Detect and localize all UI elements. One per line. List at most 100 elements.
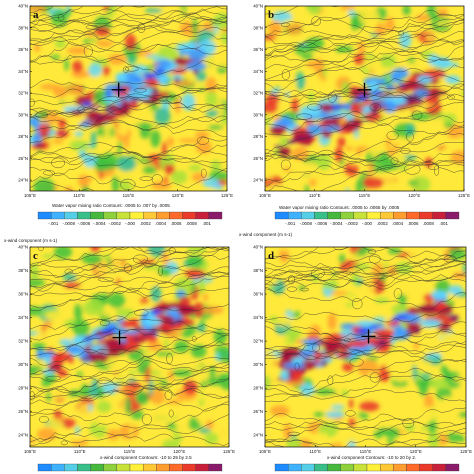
field-blob: [166, 136, 175, 147]
contour-ring: [45, 375, 62, 381]
contour-line: [265, 407, 466, 428]
field-blob: [148, 378, 154, 397]
field-blob: [98, 135, 113, 140]
contour-line: [30, 303, 229, 330]
band-blob: [86, 109, 100, 122]
contour-line: [265, 336, 466, 359]
contour-line: [30, 181, 95, 191]
lat-label: 34°N: [18, 69, 28, 74]
colorbar-swatch: [327, 463, 341, 472]
core-blob: [322, 359, 328, 367]
contour-ring: [200, 168, 207, 178]
field-blob: [462, 300, 466, 306]
contour-line: [265, 247, 391, 260]
lat-label: 30°N: [253, 112, 263, 117]
lon-label: 125°E: [458, 193, 470, 198]
field-blob: [183, 142, 198, 158]
field-blob: [182, 124, 194, 139]
band-blob: [121, 329, 139, 335]
field-blob: [64, 186, 75, 191]
lat-label: 26°N: [253, 156, 263, 161]
colorbar-swatch: [195, 463, 210, 472]
field-blob: [352, 299, 367, 316]
contour-ring: [196, 136, 209, 145]
field-blob: [192, 17, 198, 36]
contour-ring: [447, 94, 455, 100]
field-blob: [428, 378, 450, 390]
field-blob: [102, 254, 111, 261]
contour-line: [265, 340, 466, 356]
core-blob: [151, 309, 158, 316]
panel-letter: d: [268, 250, 274, 262]
field-blob: [348, 417, 356, 428]
field-blob: [265, 101, 279, 114]
core-blob: [286, 139, 296, 144]
core-blob: [34, 141, 40, 148]
field-blob: [439, 133, 449, 144]
colorbar-swatch: [156, 211, 170, 220]
field-blob: [45, 311, 68, 322]
field-blob: [394, 356, 404, 372]
contour-ring: [311, 267, 325, 279]
contour-ring: [294, 362, 300, 371]
band-blob: [420, 319, 441, 328]
field-blob: [39, 83, 60, 91]
field-blob: [442, 335, 462, 340]
contour-line: [30, 136, 227, 158]
contour-ring: [164, 390, 173, 400]
panel-letter: c: [33, 250, 38, 262]
colorbar-swatch: [366, 211, 381, 220]
panel-c: x-wind component (m s-1) 24°N 26°N 28°N 30°…: [0, 237, 237, 474]
lat-label: 40°N: [18, 4, 28, 9]
contour-ring: [99, 320, 110, 326]
field-blob: [385, 17, 396, 32]
band-blob: [423, 69, 446, 79]
field-blob: [196, 413, 207, 424]
contour-ring: [43, 170, 55, 176]
field-blob: [32, 271, 39, 278]
contour-ring: [287, 286, 297, 292]
field-blob: [437, 95, 456, 104]
colorbar-swatch: [169, 211, 183, 220]
field-blob: [268, 20, 282, 36]
field-blob: [191, 172, 207, 182]
colorbar-tick-label: .0006: [171, 221, 183, 226]
contour-ring: [402, 418, 415, 429]
core-blob: [192, 68, 199, 76]
field-blob: [96, 400, 112, 413]
field-blob: [435, 20, 456, 27]
field-blob: [457, 19, 464, 36]
band-blob: [174, 57, 183, 65]
contour-line: [265, 39, 464, 82]
field-blob: [124, 6, 132, 11]
contour-ring: [85, 24, 99, 30]
field-blob: [201, 305, 224, 315]
colorbar-swatch: [406, 463, 420, 472]
field-blob: [419, 373, 432, 379]
field-blob: [343, 429, 360, 443]
field-blob: [118, 368, 130, 385]
lon-label: 115°E: [360, 449, 372, 454]
contour-ring: [398, 30, 404, 37]
band-blob: [299, 105, 322, 117]
field-blob: [406, 394, 418, 407]
field-blob: [171, 170, 188, 184]
colorbar-tick-label: -.0006: [315, 221, 328, 226]
field-blob: [162, 252, 169, 266]
core-blob: [151, 89, 156, 93]
contour-ring: [77, 106, 85, 113]
band-blob: [188, 49, 207, 61]
field-blob: [139, 26, 159, 36]
field-blob: [279, 75, 297, 93]
field-blob: [210, 160, 222, 173]
band-blob: [118, 337, 128, 343]
field-blob: [277, 335, 289, 342]
field-blob: [374, 297, 390, 304]
field-blob: [324, 87, 335, 93]
colorbar-tick-label: .0006: [408, 221, 420, 226]
band-blob: [48, 364, 61, 372]
contour-line: [265, 83, 464, 101]
band-blob: [299, 360, 317, 370]
band-blob: [281, 115, 291, 126]
band-blob: [72, 335, 84, 346]
